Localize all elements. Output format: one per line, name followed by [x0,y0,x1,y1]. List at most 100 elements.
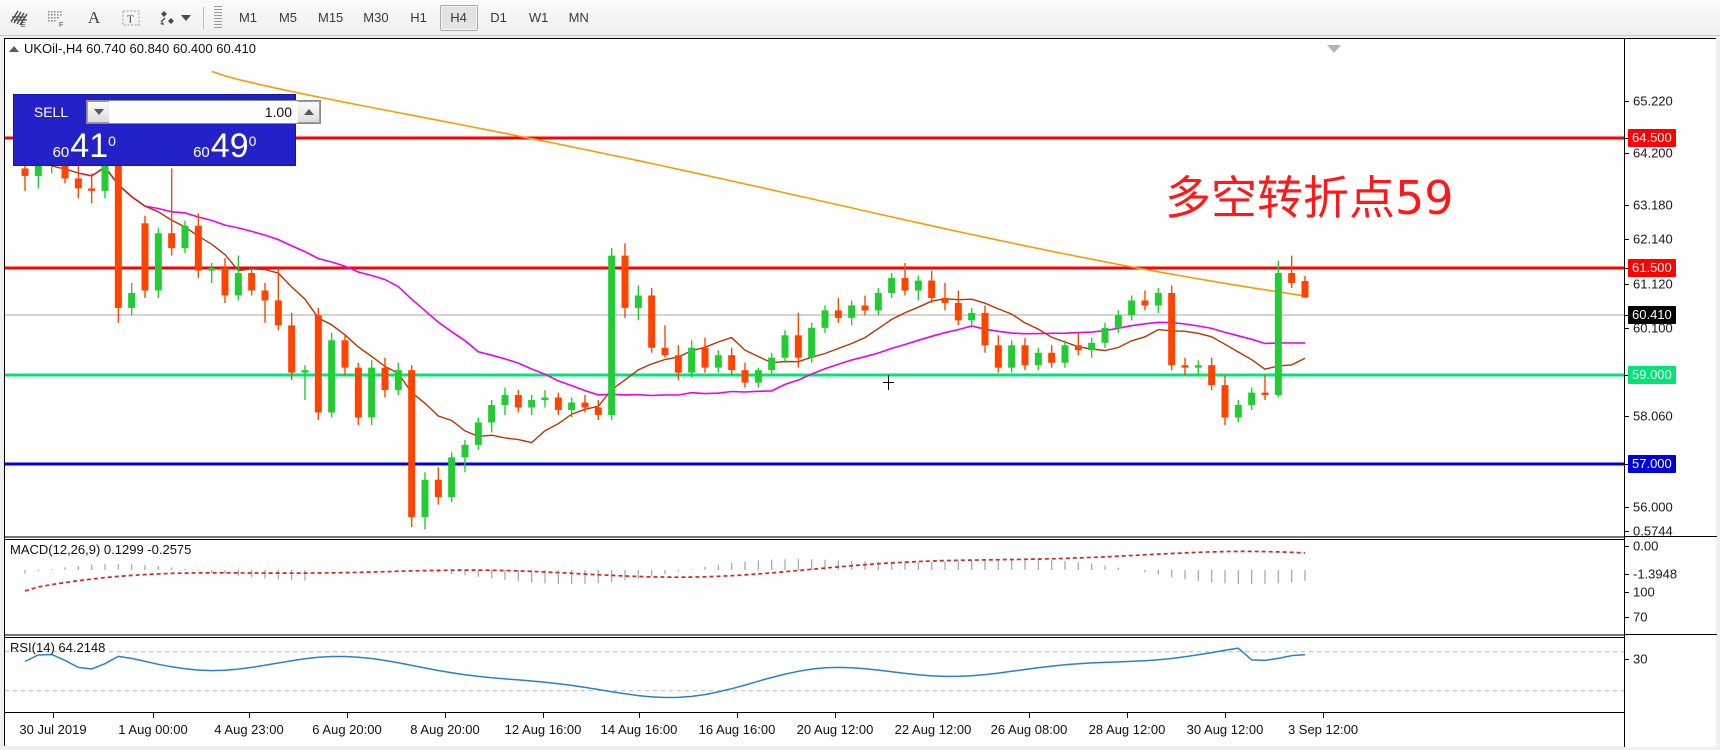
candlestick [408,365,416,528]
price-label-60-410[interactable]: 60.410 [1628,306,1676,324]
sell-price-quote[interactable]: 60 41 0 [16,127,153,163]
volume-input[interactable] [109,100,298,123]
price-tick-mark [1625,138,1629,139]
objects-dropdown-caret[interactable] [181,14,191,21]
candlestick [621,243,629,318]
rsi-canvas [5,647,1625,699]
candlestick [541,390,549,408]
chart-text-annotation[interactable]: 多空转折点59 [1165,171,1454,225]
buy-price-quote[interactable]: 60 49 0 [157,127,294,163]
candlestick [181,220,189,254]
timeframe-toolbar-grip[interactable] [214,5,222,30]
text-box-icon[interactable]: T [114,3,148,33]
price-tick-mark [1625,592,1629,593]
price-label-57-000[interactable]: 57.000 [1628,455,1676,473]
candlestick [861,295,869,316]
objects-icon[interactable] [151,3,185,33]
macd-plot[interactable]: MACD(12,26,9) 0.1299 -0.2575 [5,539,1625,635]
rsi-plot[interactable]: RSI(14) 64.2148 [5,637,1625,747]
time-label: 12 Aug 16:00 [504,722,582,737]
candlestick [168,168,176,256]
price-tick-mark [1625,375,1629,376]
price-label-58-060: 58.060 [1633,408,1673,424]
candlestick [1288,255,1296,288]
candlestick [568,397,576,418]
expert-advisor-icon[interactable]: E [3,3,37,33]
candlestick [634,285,642,321]
volume-stepper[interactable] [86,99,321,124]
candlestick [194,213,202,279]
time-label: 30 Aug 12:00 [1186,722,1264,737]
candlestick [341,335,349,376]
candlestick-canvas [5,70,1625,530]
candlestick [928,270,936,303]
price-tick-mark [1625,239,1629,240]
collapse-up-icon[interactable] [9,45,19,52]
time-label: 14 Aug 16:00 [600,722,678,737]
price-label-64-500[interactable]: 64.500 [1628,129,1676,147]
timeframe-m30[interactable]: M30 [363,10,389,25]
time-scale[interactable]: 30 Jul 2019 1 Aug 00:00 4 Aug 23:00 6 Aug 2… [5,712,1625,746]
candlestick [1128,295,1136,321]
candlestick [288,312,296,381]
candlestick [154,228,162,298]
sell-button[interactable]: SELL [33,103,69,120]
timeframe-m15[interactable]: M15 [318,10,344,25]
candlestick [221,258,229,303]
timeframe-h1[interactable]: H1 [410,10,427,25]
price-label-59-000[interactable]: 59.000 [1628,366,1676,384]
symbol-info: UKOil-,H4 60.740 60.840 60.400 60.410 [9,41,256,56]
candlestick [394,362,402,396]
scale-panel-divider [1625,634,1717,635]
sell-price-main: 41 [70,127,109,165]
candlestick [874,288,882,316]
buy-button[interactable]: BUY [341,103,371,120]
time-tick-mark [1127,713,1128,718]
time-tick-mark [639,713,640,718]
candlestick [448,452,456,503]
time-tick-mark [53,713,54,718]
price-label-61-500[interactable]: 61.500 [1628,259,1676,277]
symbol-ohlc-text: UKOil-,H4 60.740 60.840 60.400 60.410 [24,41,257,56]
candlestick [1061,340,1069,368]
candlestick [768,352,776,376]
text-label-icon[interactable]: A [77,3,111,33]
svg-text:F: F [59,22,63,28]
candlestick [1048,345,1056,368]
candlestick [1248,387,1256,411]
trade-controls-row: SELL BUY [14,95,370,125]
candlestick [128,283,136,316]
main-price-plot[interactable] [5,39,1625,537]
volume-increment-button[interactable] [298,100,320,123]
candlestick [834,297,842,323]
price-scale[interactable]: 65.220 64.500 64.200 63.180 62.140 61.500 61.1… [1624,39,1717,747]
price-label-56-000: 56.000 [1633,499,1673,515]
indicators-icon[interactable]: F [40,3,74,33]
panel-separator-rsi[interactable] [5,634,1625,636]
candlestick [968,307,976,328]
candlestick [808,322,816,363]
time-tick-mark [153,713,154,718]
timeframe-m1[interactable]: M1 [238,10,258,25]
timeframe-d1[interactable]: D1 [490,10,507,25]
rsi-scale-label-70: 70 [1633,609,1648,625]
timeframe-mn[interactable]: MN [568,10,589,25]
rsi-scale-label-100: 100 [1633,584,1655,600]
timeframe-w1[interactable]: W1 [528,10,549,25]
timeframe-m5[interactable]: M5 [278,10,298,25]
chart-collapse-icon[interactable] [1327,45,1341,53]
candlestick [661,325,669,358]
candlestick [421,472,429,530]
price-label-64-200: 64.200 [1633,145,1673,161]
time-tick-mark [543,713,544,718]
macd-scale-label--1-3948: -1.3948 [1633,566,1678,582]
sell-price-prefix: 60 [52,144,70,161]
time-tick-mark [1225,713,1226,718]
candlestick [1101,322,1109,348]
panel-separator-macd[interactable] [5,536,1625,538]
candlestick [781,330,789,363]
volume-decrement-button[interactable] [87,100,109,123]
candlestick [1168,285,1176,371]
candlestick [941,283,949,311]
timeframe-h4[interactable]: H4 [439,4,478,31]
